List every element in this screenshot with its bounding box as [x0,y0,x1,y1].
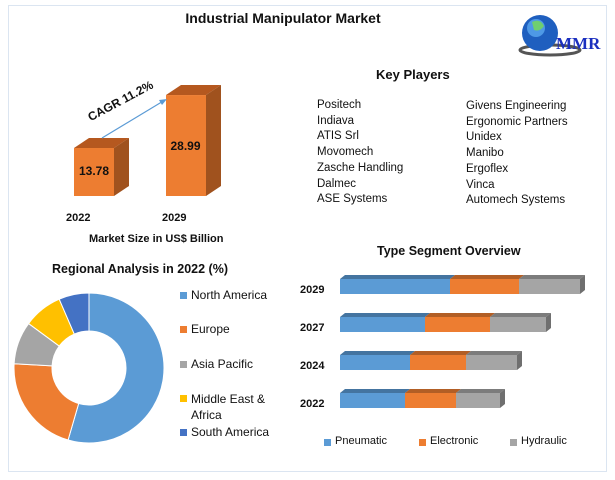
legend-label: Pneumatic [335,435,387,447]
legend-swatch [510,439,517,446]
legend-middle-east-africa: Middle East & Africa [180,391,280,423]
bar-value-2029: 28.99 [170,139,201,153]
segment-top-electronic-2022 [405,389,461,393]
page-title: Industrial Manipulator Market [185,10,381,26]
bar-2022 [74,148,114,196]
legend-swatch [180,395,187,402]
legend-label: Asia Pacific [191,357,254,371]
bar-top-2022 [74,138,129,149]
legend-pneumatic: Pneumatic [324,435,387,447]
player: Movomech [317,146,374,159]
player: Givens Engineering [466,100,567,112]
legend-label: Europe [191,322,230,336]
x-tick-2022: 2022 [66,212,91,224]
type-segment-title: Type Segment Overview [377,244,521,258]
segment-end-2027 [546,313,551,332]
player: Ergoflex [466,162,509,175]
cagr-arrowhead [159,99,167,105]
cagr-arrow [101,99,166,139]
segment-top-pneumatic-2022 [340,389,410,393]
y-tick-2024: 2024 [300,360,325,372]
segment-end-2029 [580,275,585,294]
segment-top-hydraulic-2029 [519,275,585,279]
player: ASE Systems [317,193,388,206]
logo-text: MMR [556,34,601,53]
legend-swatch [419,439,426,446]
segment-top-pneumatic-2024 [340,351,415,355]
key-players-col1: Positech Indiava ATIS Srl Movomech Zasch… [317,98,403,208]
legend-label: Middle East & Africa [191,392,266,422]
segment-top-hydraulic-2027 [490,313,551,317]
segment-electronic-2027 [425,317,490,332]
x-axis-label: Market Size in US$ Billion [89,233,224,245]
segment-top-hydraulic-2024 [466,351,522,355]
segment-hydraulic-2029 [519,279,580,294]
y-tick-2029: 2029 [300,284,325,296]
legend-hydraulic: Hydraulic [510,435,567,447]
segment-pneumatic-2022 [340,393,405,408]
mmr-logo: MMR [510,8,605,58]
segment-pneumatic-2024 [340,355,410,370]
player: Positech [317,99,362,111]
player: Automech Systems [466,194,566,207]
segment-top-electronic-2029 [450,275,524,279]
bar-side-2029 [206,85,221,196]
y-tick-2022: 2022 [300,398,325,410]
x-tick-2029: 2029 [162,212,187,224]
key-players-col2: Givens Engineering Ergonomic Partners Un… [466,99,568,209]
legend-swatch [180,292,187,299]
segment-electronic-2024 [410,355,466,370]
segment-hydraulic-2024 [466,355,517,370]
segment-end-2024 [517,351,522,370]
globe-icon [518,15,582,57]
player: Unidex [466,131,502,144]
legend-swatch [180,429,187,436]
legend-swatch [180,326,187,333]
donut-slice-south-america [58,292,90,335]
legend-asia-pacific: Asia Pacific [180,357,253,371]
legend-south-america: South America [180,425,269,439]
bar-2029 [166,95,206,196]
legend-label: Electronic [430,435,479,447]
segment-top-hydraulic-2022 [456,389,505,393]
legend-swatch [180,361,187,368]
segment-hydraulic-2022 [456,393,500,408]
segment-electronic-2022 [405,393,456,408]
segment-top-electronic-2024 [410,351,471,355]
legend-label: South America [191,425,270,439]
regional-title: Regional Analysis in 2022 (%) [52,262,228,276]
bar-side-2022 [114,138,129,196]
frame [8,5,607,472]
market-size-chart [74,85,221,196]
player: Manibo [466,147,504,160]
legend-europe: Europe [180,322,230,336]
regional-donut-chart [13,292,165,444]
bar-value-2022: 13.78 [78,164,110,178]
segment-end-2022 [500,389,505,408]
legend-label: Hydraulic [521,435,567,447]
y-tick-2027: 2027 [300,322,325,334]
segment-hydraulic-2027 [490,317,546,332]
segment-electronic-2029 [450,279,519,294]
legend-label: North America [191,288,268,302]
player: Ergonomic Partners [466,115,568,128]
segment-top-electronic-2027 [425,313,495,317]
key-players-heading: Key Players [376,67,450,82]
segment-top-pneumatic-2027 [340,313,430,317]
legend-swatch [324,439,331,446]
donut-slice-north-america [67,292,165,444]
player: Zasche Handling [317,161,404,174]
segment-top-pneumatic-2029 [340,275,455,279]
segment-pneumatic-2029 [340,279,450,294]
player: ATIS Srl [317,130,359,143]
bar-top-2029 [166,85,221,96]
legend-north-america: North America [180,288,267,302]
segment-pneumatic-2027 [340,317,425,332]
player: Dalmec [317,177,356,190]
legend-electronic: Electronic [419,435,478,447]
player: Indiava [317,114,355,127]
player: Vinca [466,178,495,191]
